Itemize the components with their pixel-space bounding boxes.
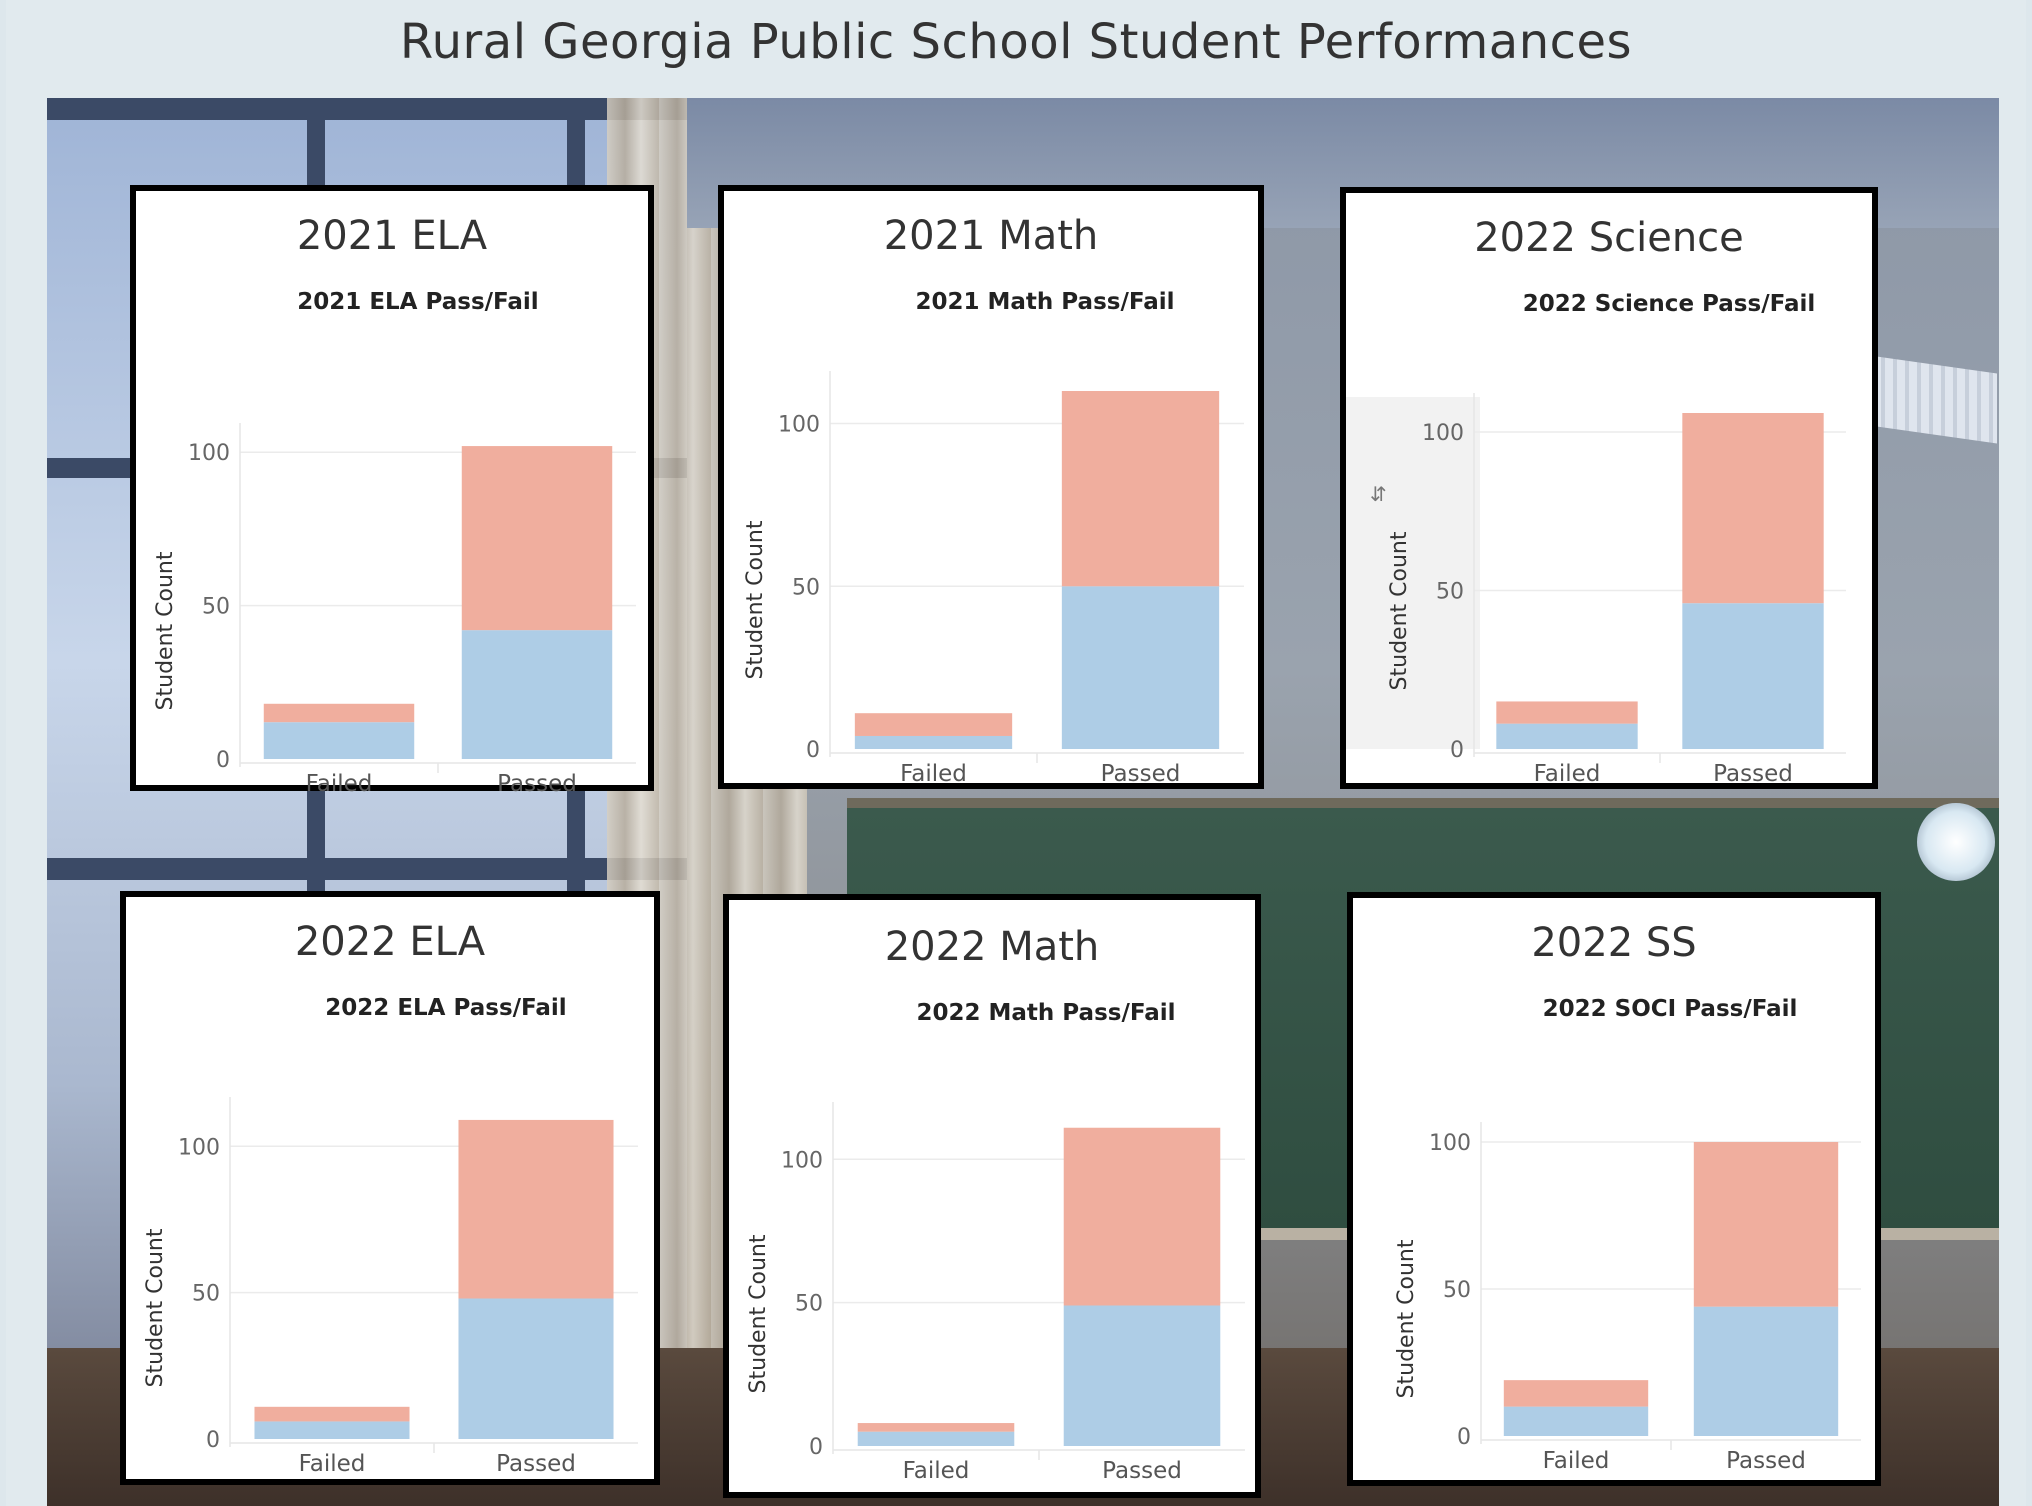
- x-category-label: Failed: [1543, 1448, 1610, 1474]
- chart-card-2022-ss[interactable]: 2022 SS 2022 SOCI Pass/Fail Student Coun…: [1347, 892, 1881, 1486]
- y-tick-label: 100: [188, 441, 230, 466]
- y-tick-label: 50: [792, 575, 820, 600]
- chart-card-2022-ela[interactable]: 2022 ELA 2022 ELA Pass/Fail Student Coun…: [120, 891, 660, 1485]
- bar-failed-segment-1: [1503, 1406, 1649, 1436]
- y-axis-label: Student Count: [143, 1228, 168, 1387]
- window-frame: [47, 98, 687, 120]
- y-tick-label: 100: [778, 413, 820, 438]
- bar-failed-segment-2: [854, 713, 1013, 736]
- x-category-label: Passed: [1102, 1458, 1182, 1484]
- y-tick-label: 100: [1429, 1131, 1471, 1156]
- bar-failed-segment-1: [263, 722, 415, 759]
- bar-failed-segment-2: [857, 1423, 1015, 1432]
- y-tick-label: 50: [1443, 1278, 1471, 1303]
- x-category-label: Passed: [1726, 1448, 1806, 1474]
- bar-failed-segment-1: [854, 735, 1013, 749]
- y-tick-label: 0: [809, 1435, 823, 1460]
- bar-passed-segment-2: [461, 446, 613, 631]
- y-tick-label: 50: [192, 1282, 220, 1307]
- chart-title: 2022 Science Pass/Fail: [1522, 291, 1816, 317]
- y-axis-label: Student Count: [743, 520, 768, 679]
- chart-2022-science: ⇵ Student Count 0 50 100 Failed Passed: [1346, 393, 1846, 787]
- x-category-label: Passed: [1713, 761, 1793, 787]
- bar-failed-segment-2: [1496, 701, 1638, 724]
- chart-card-2022-math[interactable]: 2022 Math 2022 Math Pass/Fail Student Co…: [723, 894, 1261, 1498]
- x-category-label: Failed: [306, 771, 373, 797]
- bar-passed-segment-2: [1682, 413, 1824, 604]
- chart-card-2022-science[interactable]: 2022 Science 2022 Science Pass/Fail ⇵ Stu…: [1340, 187, 1878, 789]
- y-tick-label: 100: [178, 1135, 220, 1160]
- bar-passed-segment-1: [461, 630, 613, 759]
- chart-card-2021-math[interactable]: 2021 Math 2021 Math Pass/Fail Student Co…: [718, 185, 1264, 789]
- y-axis-label: Student Count: [746, 1234, 771, 1393]
- chart-title: 2022 SOCI Pass/Fail: [1542, 996, 1798, 1022]
- chart-2021-ela: Student Count 0 50 100 Failed Passed: [153, 423, 636, 797]
- y-tick-label: 50: [202, 595, 230, 620]
- bar-failed-segment-2: [1503, 1380, 1649, 1407]
- bar-passed-segment-1: [1061, 586, 1220, 749]
- y-tick-label: 0: [1457, 1425, 1471, 1450]
- wall-light: [1917, 803, 1995, 881]
- x-category-label: Passed: [497, 771, 577, 797]
- card-title: 2022 ELA: [294, 919, 486, 965]
- x-category-label: Failed: [1534, 761, 1601, 787]
- chart-title: 2022 ELA Pass/Fail: [325, 995, 567, 1021]
- bar-passed-segment-1: [1682, 603, 1824, 749]
- bar-failed-segment-2: [263, 703, 415, 723]
- bar-failed-segment-1: [254, 1421, 410, 1439]
- x-category-label: Passed: [496, 1451, 576, 1477]
- y-tick-label: 100: [781, 1148, 823, 1173]
- y-tick-label: 0: [1450, 738, 1464, 763]
- y-tick-label: 0: [216, 748, 230, 773]
- card-title: 2022 SS: [1531, 920, 1697, 966]
- bar-failed-segment-1: [1496, 723, 1638, 749]
- y-axis-label: Student Count: [153, 551, 178, 710]
- card-title: 2022 Math: [884, 924, 1100, 970]
- dashboard-title: Rural Georgia Public School Student Perf…: [399, 14, 1633, 70]
- bar-failed-segment-2: [254, 1406, 410, 1422]
- axis-shade: [1346, 397, 1480, 749]
- bar-passed-segment-1: [1063, 1305, 1221, 1446]
- chart-2022-math: Student Count 0 50 100 Failed Passed: [746, 1102, 1245, 1484]
- chart-2022-ela: Student Count 0 50 100 Failed Passed: [143, 1097, 638, 1477]
- x-category-label: Failed: [903, 1458, 970, 1484]
- y-tick-label: 100: [1422, 421, 1464, 446]
- x-category-label: Passed: [1101, 761, 1181, 787]
- bar-passed-segment-2: [1063, 1127, 1221, 1306]
- chart-title: 2021 ELA Pass/Fail: [297, 289, 539, 315]
- bar-passed-segment-2: [1693, 1142, 1839, 1307]
- chart-2022-ss: Student Count 0 50 100 Failed Passed: [1394, 1122, 1861, 1474]
- bar-failed-segment-1: [857, 1431, 1015, 1446]
- bar-passed-segment-2: [1061, 391, 1220, 587]
- chart-title: 2021 Math Pass/Fail: [915, 289, 1175, 315]
- y-tick-label: 50: [1436, 580, 1464, 605]
- card-title: 2021 Math: [883, 213, 1099, 259]
- sort-icon: ⇵: [1370, 482, 1387, 506]
- x-category-label: Failed: [900, 761, 967, 787]
- chart-card-2021-ela[interactable]: 2021 ELA 2021 ELA Pass/Fail Student Coun…: [130, 185, 654, 797]
- y-tick-label: 50: [795, 1292, 823, 1317]
- y-tick-label: 0: [206, 1428, 220, 1453]
- y-axis-label: Student Count: [1394, 1239, 1419, 1398]
- window-frame: [47, 858, 687, 880]
- y-axis-label: Student Count: [1387, 531, 1412, 690]
- chart-2021-math: Student Count 0 50 100 Failed Passed: [743, 371, 1244, 787]
- x-category-label: Failed: [299, 1451, 366, 1477]
- card-title: 2022 Science: [1474, 215, 1744, 261]
- y-tick-label: 0: [806, 738, 820, 763]
- chart-title: 2022 Math Pass/Fail: [916, 1000, 1176, 1026]
- card-title: 2021 ELA: [296, 213, 488, 259]
- bar-passed-segment-2: [458, 1119, 614, 1299]
- bar-passed-segment-1: [458, 1298, 614, 1439]
- bar-passed-segment-1: [1693, 1306, 1839, 1436]
